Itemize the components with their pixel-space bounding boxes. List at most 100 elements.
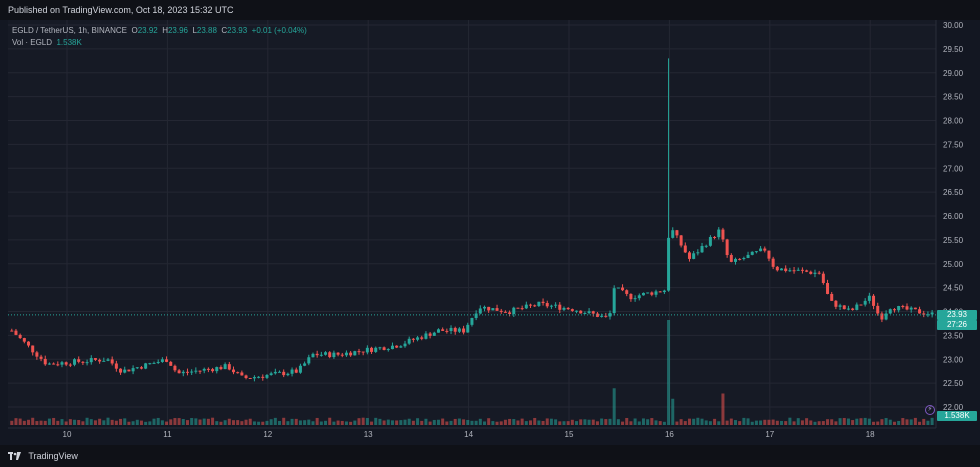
candle-body	[265, 374, 269, 378]
volume-bar	[621, 421, 625, 425]
volume-bar	[867, 418, 871, 425]
volume-bar	[441, 418, 445, 425]
volume-bar	[754, 420, 758, 425]
volume-bar	[545, 418, 549, 425]
candle-body	[842, 305, 846, 310]
candle-body	[520, 308, 524, 310]
high-value: 23.96	[167, 26, 188, 35]
volume-bar	[738, 421, 742, 425]
volume-bar	[60, 419, 64, 425]
volume-bar	[683, 421, 687, 425]
volume-legend: Vol · EGLD 1.538K	[12, 37, 82, 48]
volume-bar	[767, 419, 771, 425]
volume-bar	[453, 418, 457, 425]
volume-bar	[357, 418, 361, 425]
candle-body	[286, 373, 290, 376]
candle-body	[683, 245, 687, 253]
volume-bar	[135, 419, 139, 425]
candle-body	[780, 268, 784, 271]
candle-body	[570, 309, 574, 311]
volume-bar	[700, 418, 704, 425]
candle-body	[750, 251, 754, 255]
volume-bar	[47, 418, 51, 425]
volume-bar	[838, 418, 842, 425]
tradingview-logo-icon	[8, 452, 21, 461]
volume-bar	[68, 419, 72, 425]
candle-body	[282, 371, 286, 376]
volume-bar	[307, 419, 311, 425]
x-tick-label: 17	[765, 430, 774, 439]
volume-bar	[625, 417, 629, 425]
volume-bar	[892, 421, 896, 425]
candle-body	[139, 367, 143, 369]
volume-bar	[273, 417, 277, 425]
volume-bar	[930, 417, 934, 425]
volume-bar	[897, 420, 901, 425]
candle-body	[667, 237, 671, 291]
lightning-icon[interactable]: ⚡	[925, 405, 935, 415]
volume-bar	[156, 417, 160, 425]
volume-bar	[679, 419, 683, 425]
close-value: 23.93	[227, 26, 248, 35]
candle-body	[679, 235, 683, 246]
candle-body	[692, 253, 696, 259]
candle-body	[800, 269, 804, 271]
volume-bar	[22, 420, 26, 425]
high-label: H	[162, 26, 168, 35]
volume-bar	[750, 421, 754, 425]
volume-bar	[495, 421, 499, 425]
low-label: L	[192, 26, 197, 35]
candle-body	[445, 330, 449, 332]
candle-body	[244, 375, 248, 379]
volume-bar	[261, 421, 265, 425]
volume-bar	[888, 419, 892, 425]
candle-body	[190, 371, 194, 373]
volume-bar	[244, 419, 248, 425]
volume-value: 1.538K	[56, 38, 82, 47]
volume-bar	[10, 420, 14, 425]
volume-bar	[478, 418, 482, 425]
candle-body	[390, 345, 394, 350]
candle-body	[813, 272, 817, 274]
volume-bar	[365, 418, 369, 425]
volume-bar	[119, 418, 123, 425]
volume-bar	[859, 418, 863, 425]
candle-body	[273, 371, 277, 374]
volume-bar	[298, 420, 302, 425]
candle-body	[370, 347, 374, 352]
volume-bar	[390, 420, 394, 425]
candle-body	[708, 237, 712, 246]
y-tick-label: 29.00	[943, 69, 964, 78]
volume-bar	[692, 418, 696, 425]
candle-body	[344, 352, 348, 356]
volume-bar	[533, 417, 537, 425]
candle-body	[311, 353, 315, 358]
volume-bar	[813, 421, 817, 425]
candle-body	[131, 368, 135, 372]
candle-body	[629, 293, 633, 300]
volume-bar	[650, 418, 654, 425]
candle-body	[604, 315, 608, 317]
candle-body	[901, 306, 905, 308]
volume-bar	[901, 418, 905, 425]
volume-bar	[470, 420, 474, 425]
volume-bar	[18, 418, 22, 425]
volume-bar	[830, 419, 834, 425]
volume-bar	[399, 420, 403, 425]
candle-body	[93, 358, 97, 360]
volume-label[interactable]: Vol · EGLD	[12, 38, 53, 47]
y-tick-label: 27.50	[943, 140, 964, 149]
candle-body	[558, 304, 562, 310]
symbol-label[interactable]: EGLD / TetherUS, 1h, BINANCE	[12, 26, 128, 35]
candle-body	[43, 358, 47, 365]
volume-bar	[587, 419, 591, 425]
volume-bar	[462, 419, 466, 425]
volume-bar	[633, 418, 637, 425]
candle-body	[650, 292, 654, 295]
candle-body	[529, 304, 533, 306]
y-tick-label: 22.50	[943, 379, 964, 388]
footer-brand[interactable]: TradingView	[28, 451, 78, 461]
volume-bar	[512, 419, 516, 425]
candle-body	[290, 369, 294, 374]
